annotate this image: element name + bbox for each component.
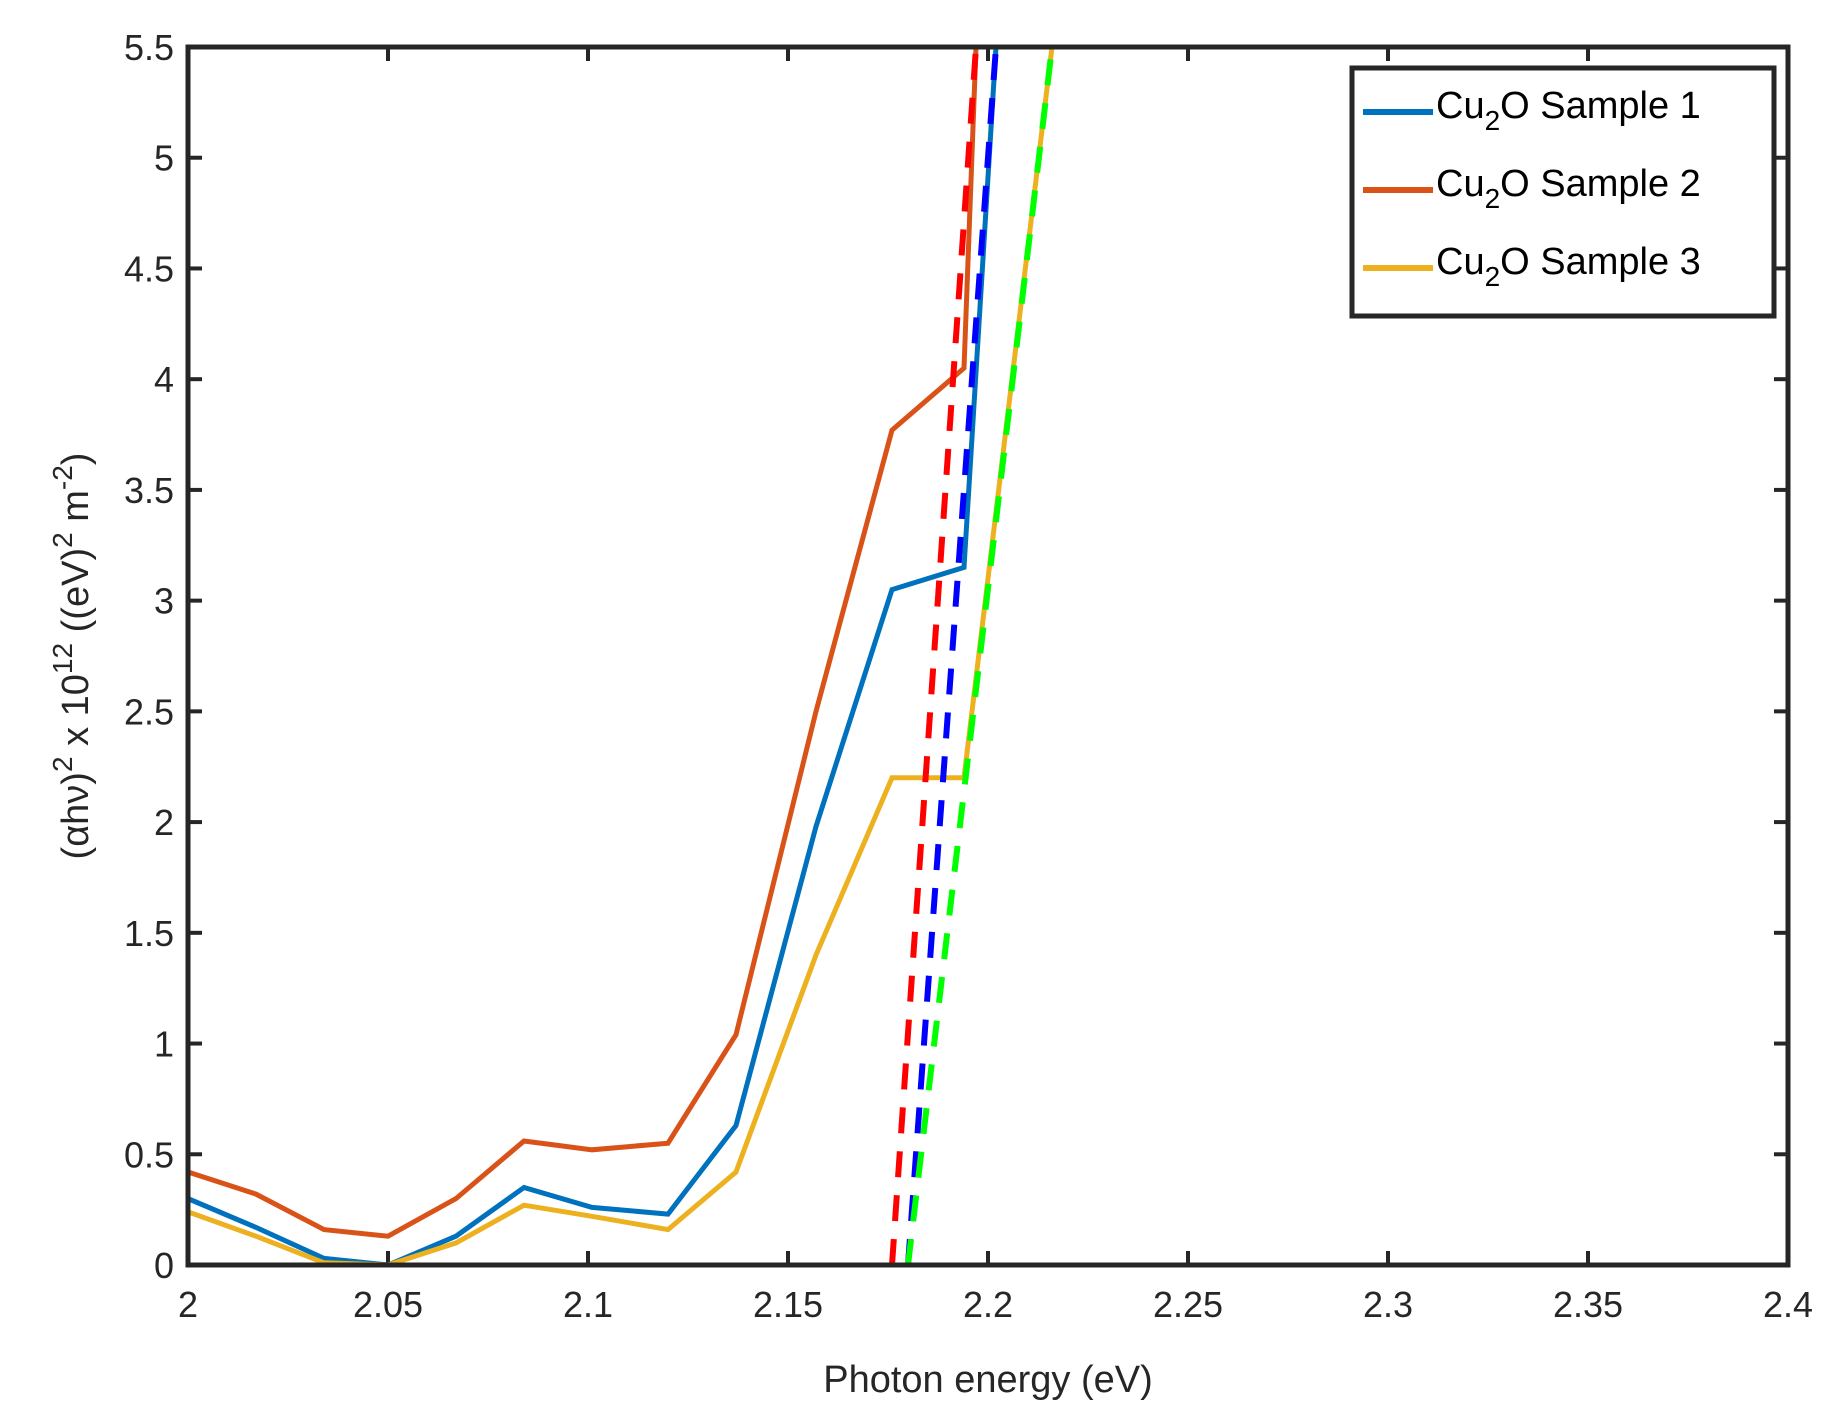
x-tick-label: 2.4 bbox=[1763, 1284, 1813, 1325]
y-tick-label: 0.5 bbox=[124, 1134, 174, 1175]
y-axis-title-prefix: (αhν) bbox=[55, 772, 97, 859]
legend: Cu2O Sample 1 Cu2O Sample 2 Cu2O Sample … bbox=[1349, 65, 1777, 319]
y-axis-title-exp3: 2 bbox=[47, 532, 78, 548]
legend-label-sample-1: Cu2O Sample 1 bbox=[1436, 85, 1701, 136]
legend-label-sample-1-base: Cu bbox=[1436, 85, 1485, 127]
x-axis-title: Photon energy (eV) bbox=[823, 1359, 1153, 1401]
y-tick-labels: 0 0.5 1 1.5 2 2.5 3 3.5 4 4.5 5 5.5 bbox=[124, 27, 174, 1286]
x-tick-label: 2.35 bbox=[1553, 1284, 1623, 1325]
plot-frame bbox=[185, 44, 1791, 1268]
legend-label-sample-1-sub: 2 bbox=[1485, 105, 1501, 136]
y-axis-title-exp2: 12 bbox=[47, 643, 78, 674]
y-axis-title-unit-a: ((eV) bbox=[55, 548, 97, 643]
tangent-layer bbox=[889, 47, 1055, 1265]
x-tick-labels: 2 2.05 2.1 2.15 2.2 2.25 2.3 2.35 2.4 bbox=[178, 1284, 1813, 1325]
legend-label-sample-2: Cu2O Sample 2 bbox=[1436, 163, 1701, 214]
legend-label-sample-2-base: Cu bbox=[1436, 163, 1485, 205]
y-tick-label: 2 bbox=[154, 802, 174, 843]
legend-label-sample-3-rest: O Sample 3 bbox=[1500, 241, 1701, 283]
y-tick-label: 0 bbox=[154, 1245, 174, 1286]
x-tick-label: 2.3 bbox=[1363, 1284, 1413, 1325]
tangent-green-line bbox=[905, 47, 1055, 1265]
y-tick-label: 4.5 bbox=[124, 248, 174, 289]
legend-label-sample-1-rest: O Sample 1 bbox=[1500, 85, 1701, 127]
x-tick-label: 2 bbox=[178, 1284, 198, 1325]
y-axis-title-exp4: -2 bbox=[47, 465, 78, 490]
x-tick-label: 2.15 bbox=[753, 1284, 823, 1325]
x-tick-label: 2.25 bbox=[1153, 1284, 1223, 1325]
legend-label-sample-2-rest: O Sample 2 bbox=[1500, 163, 1701, 205]
y-tick-label: 2.5 bbox=[124, 691, 174, 732]
y-axis-title-exp1: 2 bbox=[47, 756, 78, 772]
legend-label-sample-3-sub: 2 bbox=[1485, 261, 1501, 292]
x-tick-label: 2.1 bbox=[563, 1284, 613, 1325]
y-tick-label: 5.5 bbox=[124, 27, 174, 68]
series-line-sample-1 bbox=[188, 47, 999, 1265]
x-tick-label: 2.2 bbox=[963, 1284, 1013, 1325]
y-axis-title-unit-c: ) bbox=[55, 453, 97, 466]
tangent-blue-line bbox=[905, 47, 999, 1265]
y-axis-title-mid: x 10 bbox=[55, 674, 97, 756]
legend-label-sample-3: Cu2O Sample 3 bbox=[1436, 241, 1701, 292]
tangent-red-line bbox=[889, 47, 979, 1265]
x-tick-label: 2.05 bbox=[353, 1284, 423, 1325]
y-tick-label: 4 bbox=[154, 359, 174, 400]
y-tick-label: 1.5 bbox=[124, 913, 174, 954]
y-axis-title: (αhν)2 x 1012 ((eV)2 m-2) bbox=[47, 453, 97, 860]
y-axis-title-unit-b: m bbox=[55, 490, 97, 532]
y-tick-label: 1 bbox=[154, 1024, 174, 1065]
y-tick-label: 5 bbox=[154, 138, 174, 179]
legend-label-sample-2-sub: 2 bbox=[1485, 183, 1501, 214]
y-tick-label: 3 bbox=[154, 581, 174, 622]
y-tick-label: 3.5 bbox=[124, 470, 174, 511]
legend-label-sample-3-base: Cu bbox=[1436, 241, 1485, 283]
